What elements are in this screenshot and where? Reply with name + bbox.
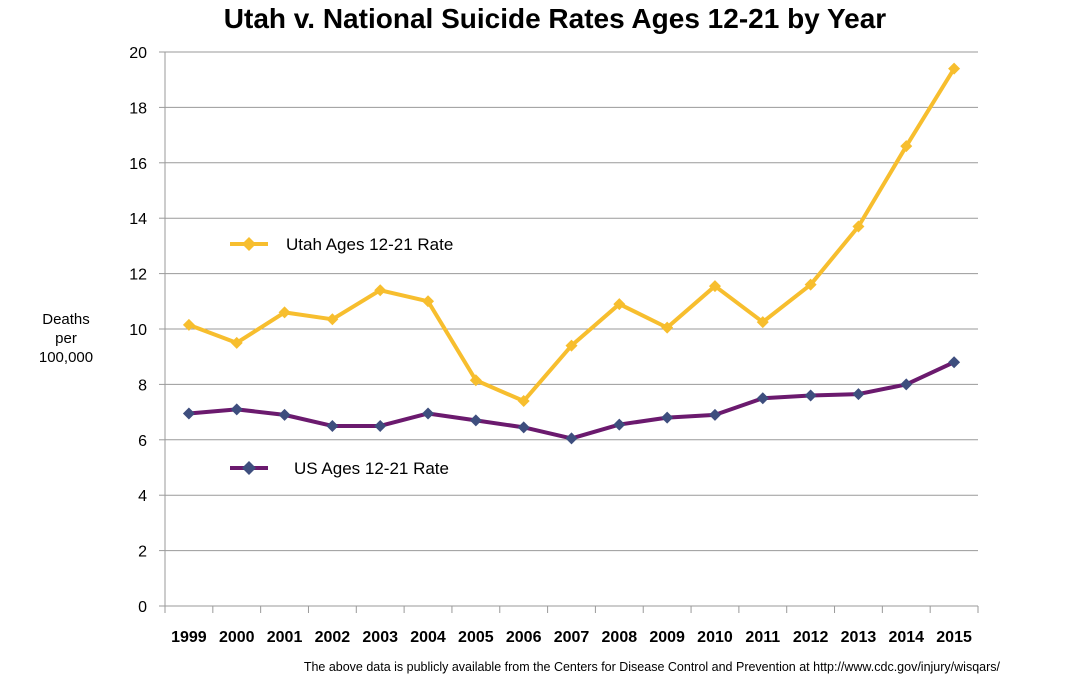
x-tick-label: 2015 (936, 629, 972, 646)
data-point (565, 432, 578, 445)
y-axis-label-line-3: 100,000 (39, 349, 93, 366)
data-point (230, 403, 243, 416)
x-tick-label: 2012 (793, 629, 829, 646)
axes (164, 52, 978, 607)
legend-entry-us: US Ages 12-21 Rate (230, 459, 449, 478)
y-axis-ticks: 0 2 4 6 8 10 12 14 16 18 20 (129, 45, 165, 616)
x-tick-label: 2003 (362, 629, 398, 646)
data-point (230, 336, 243, 349)
data-point (469, 374, 482, 387)
y-tick-label: 0 (138, 599, 147, 616)
y-tick-label: 16 (129, 156, 147, 173)
data-point (326, 313, 339, 326)
data-point (661, 321, 674, 334)
data-point (565, 339, 578, 352)
y-axis-label: Deaths per 100,000 (39, 311, 93, 366)
legend-us-label: US Ages 12-21 Rate (294, 459, 449, 478)
data-point (517, 421, 530, 434)
x-tick-label: 2008 (602, 629, 638, 646)
data-point (517, 395, 530, 408)
series-utah (182, 62, 961, 408)
legend-us-marker (242, 461, 256, 475)
x-tick-label: 2013 (841, 629, 877, 646)
y-tick-label: 14 (129, 211, 147, 228)
data-point (756, 316, 769, 329)
data-point (613, 298, 626, 311)
legend-entry-utah: Utah Ages 12-21 Rate (230, 235, 453, 254)
x-tick-label: 1999 (171, 629, 207, 646)
data-point (374, 419, 387, 432)
series-line (188, 360, 955, 441)
x-tick-label: 2009 (649, 629, 685, 646)
data-point (948, 356, 961, 369)
data-point (900, 140, 913, 153)
x-tick-label: 2014 (888, 629, 924, 646)
y-axis-label-line-2: per (55, 330, 77, 347)
y-tick-label: 8 (138, 377, 147, 394)
x-tick-label: 2004 (410, 629, 446, 646)
y-tick-label: 6 (138, 433, 147, 450)
x-axis-ticks: 1999 2000 2001 2002 2003 2004 2005 2006 2007 2008… (164, 606, 979, 646)
x-tick-label: 2000 (219, 629, 255, 646)
data-point (278, 408, 291, 421)
x-tick-label: 2001 (267, 629, 303, 646)
series-layer (182, 62, 961, 445)
data-point (326, 419, 339, 432)
y-tick-label: 12 (129, 267, 147, 284)
legend-utah-label: Utah Ages 12-21 Rate (286, 235, 453, 254)
data-point (182, 318, 195, 331)
y-tick-label: 18 (129, 100, 147, 117)
data-point (374, 284, 387, 297)
x-tick-label: 2002 (315, 629, 351, 646)
grid-lines (165, 51, 978, 552)
chart-title: Utah v. National Suicide Rates Ages 12-2… (224, 3, 887, 34)
data-point (948, 62, 961, 75)
x-tick-label: 2007 (554, 629, 590, 646)
y-axis-label-line-1: Deaths (42, 311, 90, 328)
data-point (422, 295, 435, 308)
data-point (182, 407, 195, 420)
data-point (613, 418, 626, 431)
data-point (900, 378, 913, 391)
source-note: The above data is publicly available fro… (304, 660, 1001, 674)
x-tick-label: 2010 (697, 629, 733, 646)
data-point (804, 389, 817, 402)
x-tick-label: 2006 (506, 629, 542, 646)
series-us (182, 356, 961, 445)
y-tick-label: 4 (138, 488, 147, 505)
y-tick-label: 10 (129, 322, 147, 339)
y-tick-label: 2 (138, 544, 147, 561)
x-tick-label: 2005 (458, 629, 494, 646)
data-point (804, 278, 817, 291)
y-tick-label: 20 (129, 45, 147, 62)
data-point (756, 392, 769, 405)
data-point (661, 411, 674, 424)
data-point (278, 306, 291, 319)
data-point (708, 408, 721, 421)
x-tick-label: 2011 (745, 629, 780, 646)
data-point (852, 388, 865, 401)
data-point (708, 280, 721, 293)
legend-utah-marker (242, 237, 256, 251)
data-point (852, 220, 865, 233)
data-point (422, 407, 435, 420)
data-point (469, 414, 482, 427)
